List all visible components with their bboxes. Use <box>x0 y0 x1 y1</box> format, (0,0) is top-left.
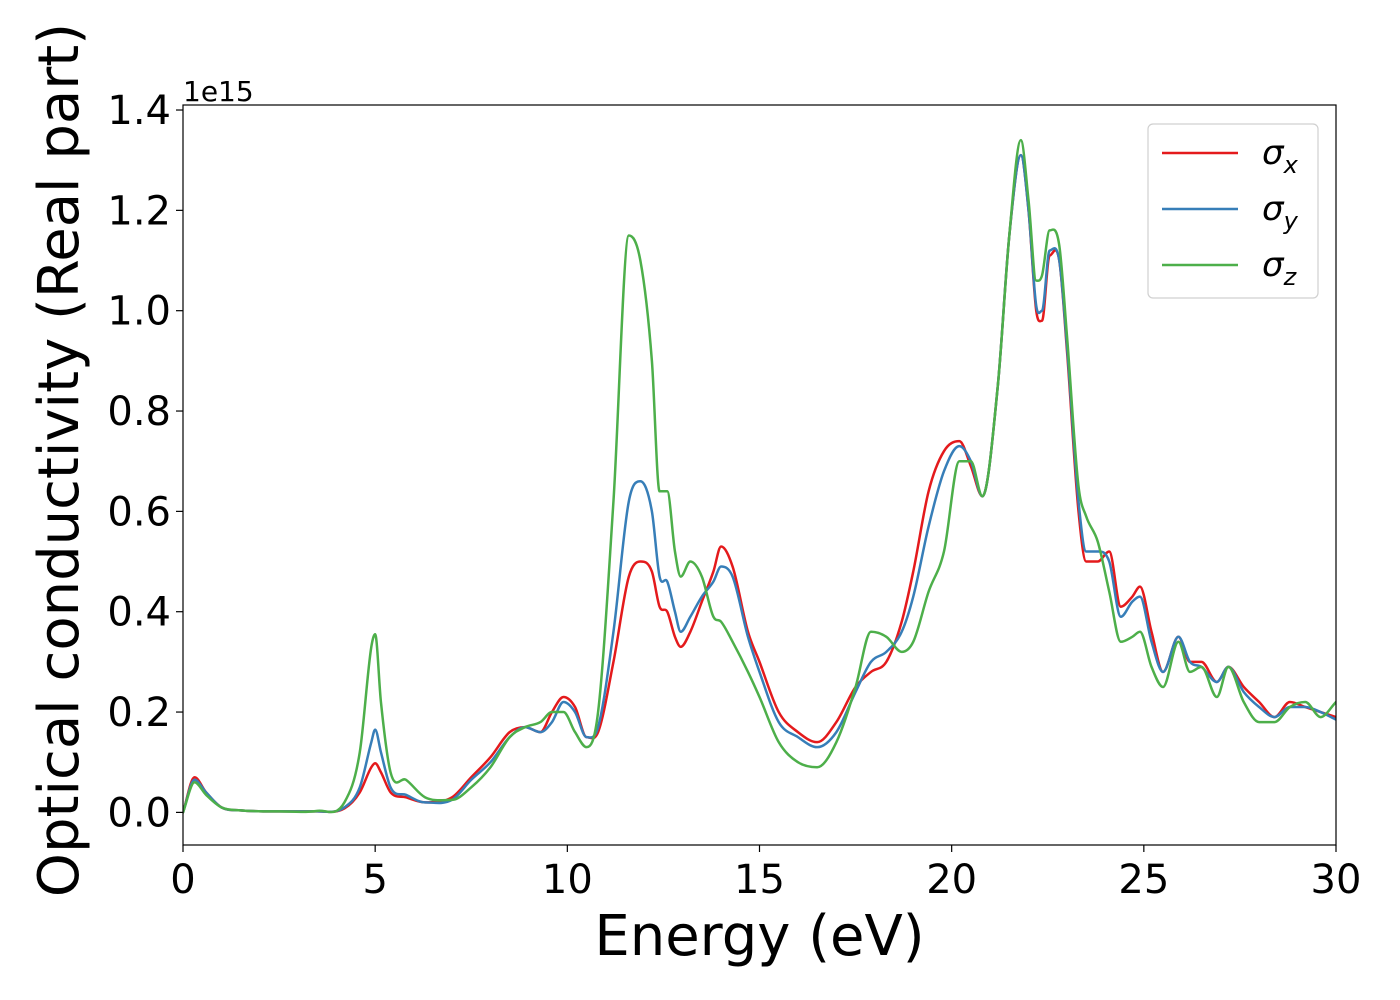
y-tick-label: 0.0 <box>107 790 171 836</box>
y-tick-label: 0.8 <box>107 389 171 435</box>
x-tick-label: 5 <box>362 857 387 903</box>
y-tick-label: 1.4 <box>107 88 171 134</box>
series-lines <box>183 138 1336 814</box>
y-tick-label: 1.2 <box>107 188 171 234</box>
y-tick-label: 1.0 <box>107 289 171 335</box>
y-tick-label: 0.2 <box>107 690 171 736</box>
x-axis-label: Energy (eV) <box>594 904 924 969</box>
x-tick-label: 15 <box>734 857 785 903</box>
x-axis-ticks: 0 5 10 15 20 25 30 <box>170 845 1361 903</box>
legend: σx σy σz <box>1147 123 1319 299</box>
y-axis-multiplier: 1e15 <box>183 75 254 108</box>
y-tick-label: 0.4 <box>107 590 171 636</box>
x-tick-label: 30 <box>1311 857 1362 903</box>
series-line-z <box>183 138 1336 814</box>
x-tick-label: 20 <box>926 857 977 903</box>
series-line-y <box>183 153 1336 814</box>
legend-label-y: σy <box>1262 189 1299 235</box>
legend-box <box>1147 123 1319 299</box>
y-axis-ticks: 0.0 0.2 0.4 0.6 0.8 1.0 1.2 1.4 <box>107 88 183 836</box>
legend-label-z: σz <box>1262 245 1298 291</box>
x-tick-label: 25 <box>1118 857 1169 903</box>
y-tick-label: 0.6 <box>107 489 171 535</box>
y-axis-label: Optical conductivity (Real part) <box>27 23 92 897</box>
legend-label-x: σx <box>1262 133 1299 179</box>
plot-area <box>182 104 1337 846</box>
x-tick-label: 0 <box>170 857 195 903</box>
x-tick-label: 10 <box>542 857 593 903</box>
